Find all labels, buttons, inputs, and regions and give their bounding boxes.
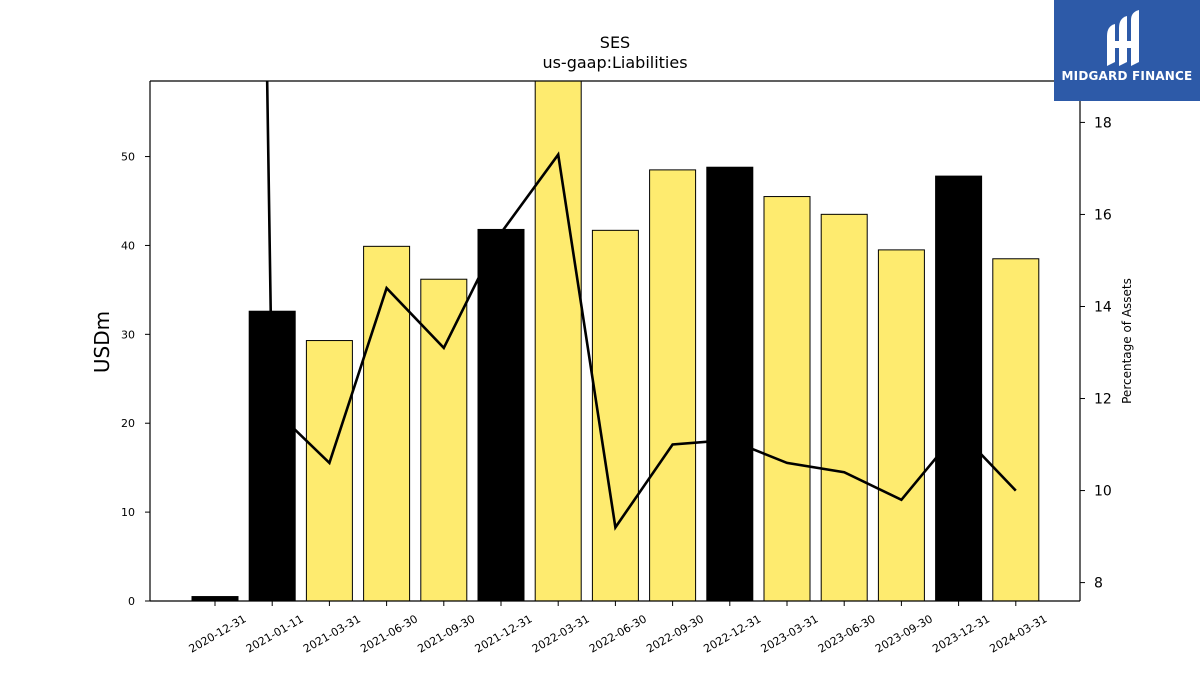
y-axis-label: USDm (90, 311, 114, 373)
logo-text: MIDGARD FINANCE (1061, 69, 1193, 83)
x-tick-label-2023-03-31: 2023-03-31 (759, 612, 821, 655)
x-tick-label-2024-03-31: 2024-03-31 (987, 612, 1049, 655)
x-tick-label-2021-09-30: 2021-09-30 (415, 612, 477, 655)
x-tick-label-2023-12-31: 2023-12-31 (930, 612, 992, 655)
y2-tick-label-14: 14 (1094, 299, 1112, 315)
bar-2023-12-31 (935, 175, 983, 602)
y2-tick-label-18: 18 (1094, 115, 1112, 131)
y2-tick-label-12: 12 (1094, 392, 1112, 408)
bar-2023-03-31 (763, 196, 811, 602)
bar-2022-12-31 (706, 166, 754, 602)
x-tick-label-2021-12-31: 2021-12-31 (473, 612, 535, 655)
logo-mark-icon (1107, 10, 1139, 66)
bar-2021-09-30 (420, 278, 468, 602)
percentage-line (265, 81, 1017, 531)
bar-2021-03-31 (305, 340, 353, 602)
y-tick-label-40: 40 (121, 239, 135, 252)
y2-tick-label-16: 16 (1094, 207, 1112, 223)
bar-2020-12-31 (191, 596, 239, 602)
y-tick-label-10: 10 (121, 506, 135, 519)
y-tick-label-30: 30 (121, 328, 135, 341)
x-tick-label-2020-12-31: 2020-12-31 (187, 612, 249, 655)
y2-tick-label-10: 10 (1094, 484, 1112, 500)
y-tick-label-20: 20 (121, 417, 135, 430)
x-tick-label-2022-06-30: 2022-06-30 (587, 612, 649, 655)
x-tick-label-2022-12-31: 2022-12-31 (701, 612, 763, 655)
x-tick-label-2023-09-30: 2023-09-30 (873, 612, 935, 655)
bar-2022-09-30 (649, 169, 697, 602)
bar-2024-03-31 (992, 258, 1040, 602)
x-tick-label-2022-03-31: 2022-03-31 (530, 612, 592, 655)
chart-title: SES (600, 33, 630, 52)
bar-2023-09-30 (877, 249, 925, 602)
bar-2021-12-31 (477, 228, 525, 602)
x-tick-label-2021-01-11: 2021-01-11 (244, 612, 306, 655)
brand-logo: MIDGARD FINANCE (1054, 0, 1200, 101)
chart-subtitle: us-gaap:Liabilities (542, 53, 687, 72)
y-tick-label-0: 0 (128, 595, 135, 608)
x-tick-label-2022-09-30: 2022-09-30 (644, 612, 706, 655)
x-tick-label-2023-06-30: 2023-06-30 (816, 612, 878, 655)
bar-2021-06-30 (363, 245, 411, 602)
y-tick-label-50: 50 (121, 151, 135, 164)
bar-2023-06-30 (820, 213, 868, 602)
x-tick-label-2021-03-31: 2021-03-31 (301, 612, 363, 655)
x-tick-label-2021-06-30: 2021-06-30 (358, 612, 420, 655)
line-layer (265, 81, 1017, 531)
y2-axis-label: Percentage of Assets (1120, 278, 1134, 404)
bar-2021-01-11 (248, 310, 296, 602)
bar-2022-03-31 (534, 80, 582, 602)
bar-2022-06-30 (591, 229, 639, 602)
y2-tick-label-8: 8 (1094, 576, 1103, 592)
